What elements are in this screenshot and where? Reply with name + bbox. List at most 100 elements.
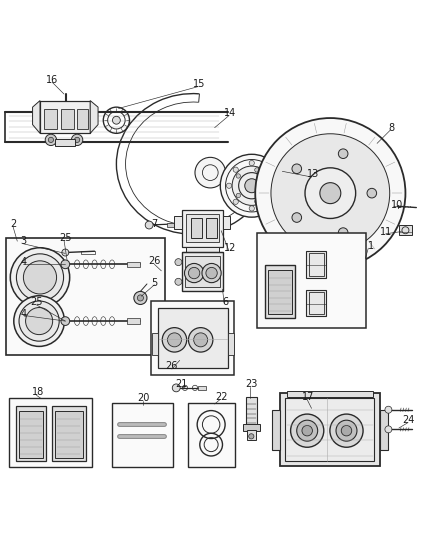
Circle shape — [23, 261, 57, 294]
Text: 24: 24 — [403, 415, 415, 425]
Circle shape — [134, 292, 147, 304]
Bar — [182, 210, 223, 247]
Circle shape — [233, 167, 238, 172]
Polygon shape — [152, 333, 158, 355]
Text: 12: 12 — [224, 243, 236, 253]
Circle shape — [249, 206, 254, 211]
Bar — [10, 398, 92, 467]
Circle shape — [290, 414, 324, 447]
Bar — [186, 214, 219, 243]
Circle shape — [167, 333, 181, 347]
Text: 23: 23 — [246, 378, 258, 389]
Bar — [309, 292, 324, 314]
Circle shape — [138, 295, 144, 301]
Bar — [306, 290, 326, 316]
Polygon shape — [186, 247, 219, 255]
Circle shape — [202, 263, 221, 282]
Bar — [247, 430, 256, 440]
Bar — [258, 233, 366, 328]
Text: 26: 26 — [148, 256, 161, 266]
Circle shape — [113, 116, 120, 124]
Circle shape — [236, 174, 240, 178]
Circle shape — [16, 254, 64, 301]
Bar — [287, 391, 373, 397]
Bar — [268, 270, 292, 314]
Bar — [191, 219, 201, 238]
Text: 17: 17 — [302, 392, 314, 401]
Polygon shape — [32, 101, 40, 133]
Text: 25: 25 — [59, 233, 71, 243]
Text: 14: 14 — [224, 108, 236, 118]
Circle shape — [297, 420, 318, 441]
Bar — [286, 398, 374, 461]
Circle shape — [172, 384, 180, 392]
Circle shape — [194, 333, 208, 347]
Text: 3: 3 — [20, 236, 26, 246]
Text: 4: 4 — [20, 309, 26, 319]
Circle shape — [271, 134, 390, 253]
Circle shape — [162, 328, 187, 352]
Bar — [309, 253, 324, 276]
Circle shape — [71, 134, 83, 146]
Circle shape — [245, 179, 259, 193]
Text: 13: 13 — [307, 169, 319, 179]
Bar — [280, 393, 380, 466]
Bar — [166, 223, 177, 227]
Text: 7: 7 — [151, 219, 158, 229]
Bar — [158, 308, 228, 368]
Circle shape — [14, 296, 64, 346]
Bar — [113, 403, 173, 467]
Bar — [40, 101, 90, 133]
Circle shape — [45, 134, 57, 146]
Bar — [151, 302, 234, 375]
Text: 10: 10 — [391, 199, 403, 209]
Circle shape — [61, 317, 70, 326]
Circle shape — [195, 157, 226, 188]
Circle shape — [292, 164, 302, 174]
Bar — [40, 101, 90, 133]
Polygon shape — [272, 410, 280, 450]
Bar — [16, 406, 46, 461]
Circle shape — [233, 199, 238, 204]
Circle shape — [385, 426, 392, 433]
Text: 18: 18 — [32, 387, 44, 397]
Circle shape — [175, 278, 182, 285]
Text: 25: 25 — [30, 297, 43, 308]
Bar — [19, 410, 42, 458]
Circle shape — [320, 183, 341, 204]
Text: 22: 22 — [215, 392, 227, 401]
Circle shape — [61, 260, 70, 269]
Bar — [6, 238, 165, 354]
Text: 4: 4 — [20, 257, 26, 267]
Circle shape — [254, 168, 259, 172]
Bar — [81, 251, 95, 254]
Bar — [185, 256, 220, 287]
Circle shape — [220, 154, 283, 217]
Circle shape — [226, 183, 232, 188]
Polygon shape — [174, 216, 182, 229]
Circle shape — [249, 434, 254, 439]
Bar — [60, 109, 74, 129]
Bar — [77, 109, 88, 129]
Circle shape — [338, 228, 348, 237]
Text: 21: 21 — [176, 378, 188, 389]
Text: 15: 15 — [193, 79, 205, 89]
Circle shape — [11, 248, 70, 307]
Circle shape — [302, 425, 312, 436]
Bar — [306, 251, 326, 278]
Bar — [246, 397, 257, 425]
Circle shape — [48, 138, 53, 142]
Bar — [52, 406, 86, 461]
Text: 16: 16 — [46, 75, 58, 85]
Circle shape — [232, 166, 272, 205]
Polygon shape — [223, 216, 230, 229]
Circle shape — [272, 183, 277, 188]
Circle shape — [249, 160, 254, 166]
Circle shape — [330, 414, 363, 447]
Circle shape — [265, 199, 270, 204]
Bar — [44, 109, 57, 129]
Circle shape — [236, 193, 240, 198]
Polygon shape — [90, 101, 98, 133]
Bar — [243, 424, 260, 431]
Bar — [206, 219, 217, 238]
